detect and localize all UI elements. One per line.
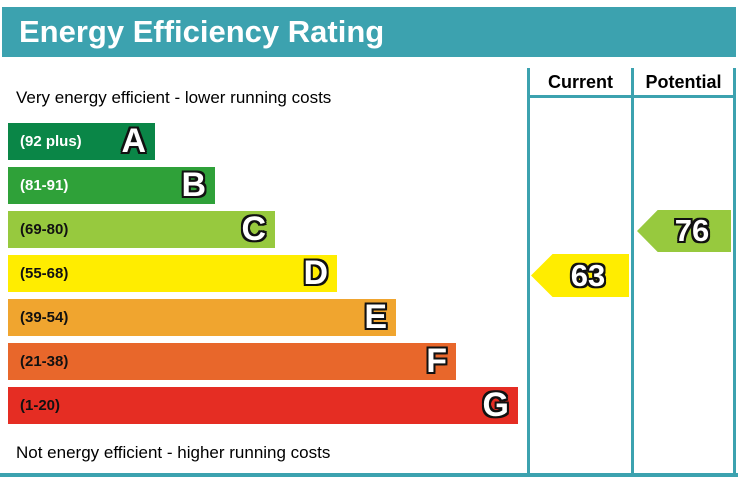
table-border-right (733, 68, 736, 477)
band-e-range: (39-54) (20, 309, 69, 326)
band-d: (55-68) D (8, 255, 337, 292)
table-border-left (527, 68, 530, 477)
band-b-range: (81-91) (20, 177, 69, 194)
current-rating-value: 63 (570, 257, 606, 293)
band-f: (21-38) F (8, 343, 456, 380)
potential-rating-arrow: 76 (637, 210, 731, 252)
bottom-note: Not energy efficient - higher running co… (16, 443, 331, 462)
band-c-range: (69-80) (20, 221, 69, 238)
band-g: (1-20) G (8, 387, 518, 424)
band-a-range: (92 plus) (20, 133, 82, 150)
band-e-letter: E (364, 298, 387, 336)
table-border-bottom (0, 473, 738, 477)
band-a-letter: A (121, 122, 146, 160)
table-border-middle (631, 68, 634, 477)
band-c-letter: C (241, 210, 266, 248)
band-f-range: (21-38) (20, 353, 69, 370)
band-b: (81-91) B (8, 167, 215, 204)
band-a: (92 plus) A (8, 123, 155, 160)
table-header-underline (527, 95, 736, 98)
top-note: Very energy efficient - lower running co… (16, 88, 332, 107)
band-g-range: (1-20) (20, 397, 61, 414)
band-f-letter: F (426, 342, 447, 380)
band-b-letter: B (181, 166, 206, 204)
potential-rating-value: 76 (674, 213, 710, 248)
page-title: Energy Efficiency Rating (19, 14, 385, 49)
band-d-letter: D (303, 254, 328, 292)
band-d-range: (55-68) (20, 265, 69, 282)
band-c: (69-80) C (8, 211, 275, 248)
column-header-potential: Potential (645, 72, 722, 92)
current-rating-arrow: 63 (531, 254, 629, 297)
column-header-current: Current (547, 72, 613, 92)
band-g-letter: G (482, 386, 509, 424)
band-e: (39-54) E (8, 299, 396, 336)
title-bar: Energy Efficiency Rating (2, 7, 736, 57)
